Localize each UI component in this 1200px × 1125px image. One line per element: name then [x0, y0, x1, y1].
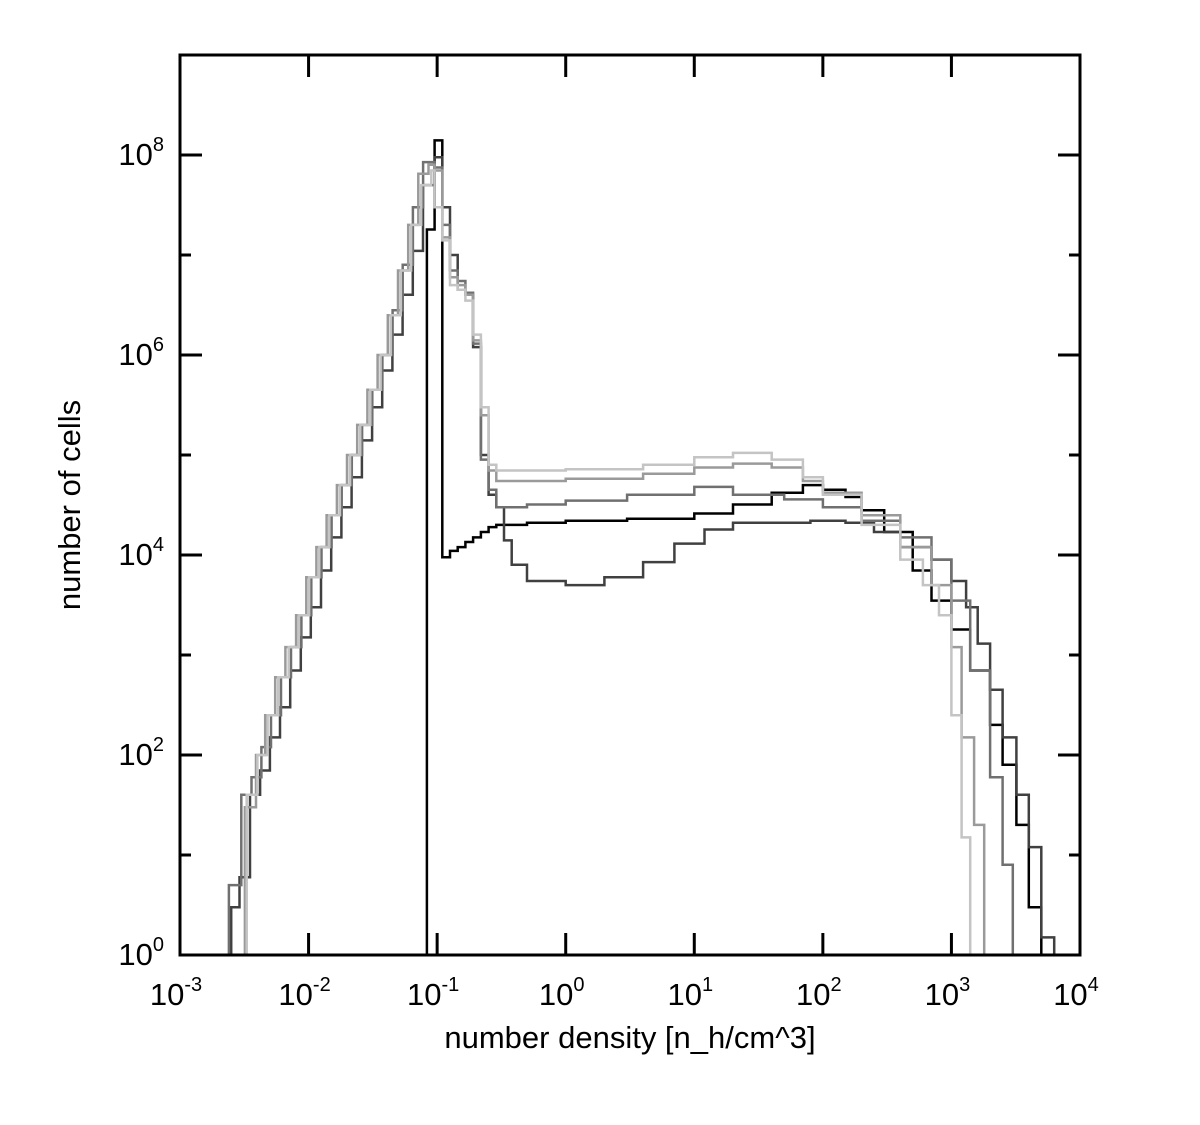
y-axis-label: number of cells — [52, 400, 87, 610]
series-line-2 — [229, 155, 1056, 955]
y-tick-label: 108 — [118, 134, 164, 172]
tick-label-layer: 10-3 10-2 10-1 100 101 102 103 104 100 102 104 106 1… — [118, 134, 1098, 1012]
y-tick-label: 106 — [118, 334, 164, 372]
x-tick-label: 101 — [667, 974, 713, 1012]
tick-layer — [178, 53, 1082, 957]
series-layer — [217, 139, 1056, 955]
x-tick-label: 10-3 — [150, 974, 202, 1012]
series-line-1 — [425, 139, 1043, 955]
series-line-5 — [236, 169, 979, 955]
series-line-3 — [217, 160, 1015, 955]
x-tick-label: 103 — [925, 974, 971, 1012]
x-tick-label: 10-2 — [278, 974, 330, 1012]
y-tick-label: 102 — [118, 734, 164, 772]
x-tick-label: 10-1 — [407, 974, 459, 1012]
x-tick-label: 100 — [539, 974, 585, 1012]
x-axis-label: number density [n_h/cm^3] — [444, 1020, 815, 1055]
x-tick-label: 104 — [1053, 974, 1099, 1012]
plot-frame — [178, 53, 1082, 957]
y-tick-label: 104 — [118, 534, 164, 572]
y-tick-label: 100 — [118, 934, 164, 972]
x-tick-label: 102 — [796, 974, 842, 1012]
series-line-4 — [234, 163, 995, 955]
